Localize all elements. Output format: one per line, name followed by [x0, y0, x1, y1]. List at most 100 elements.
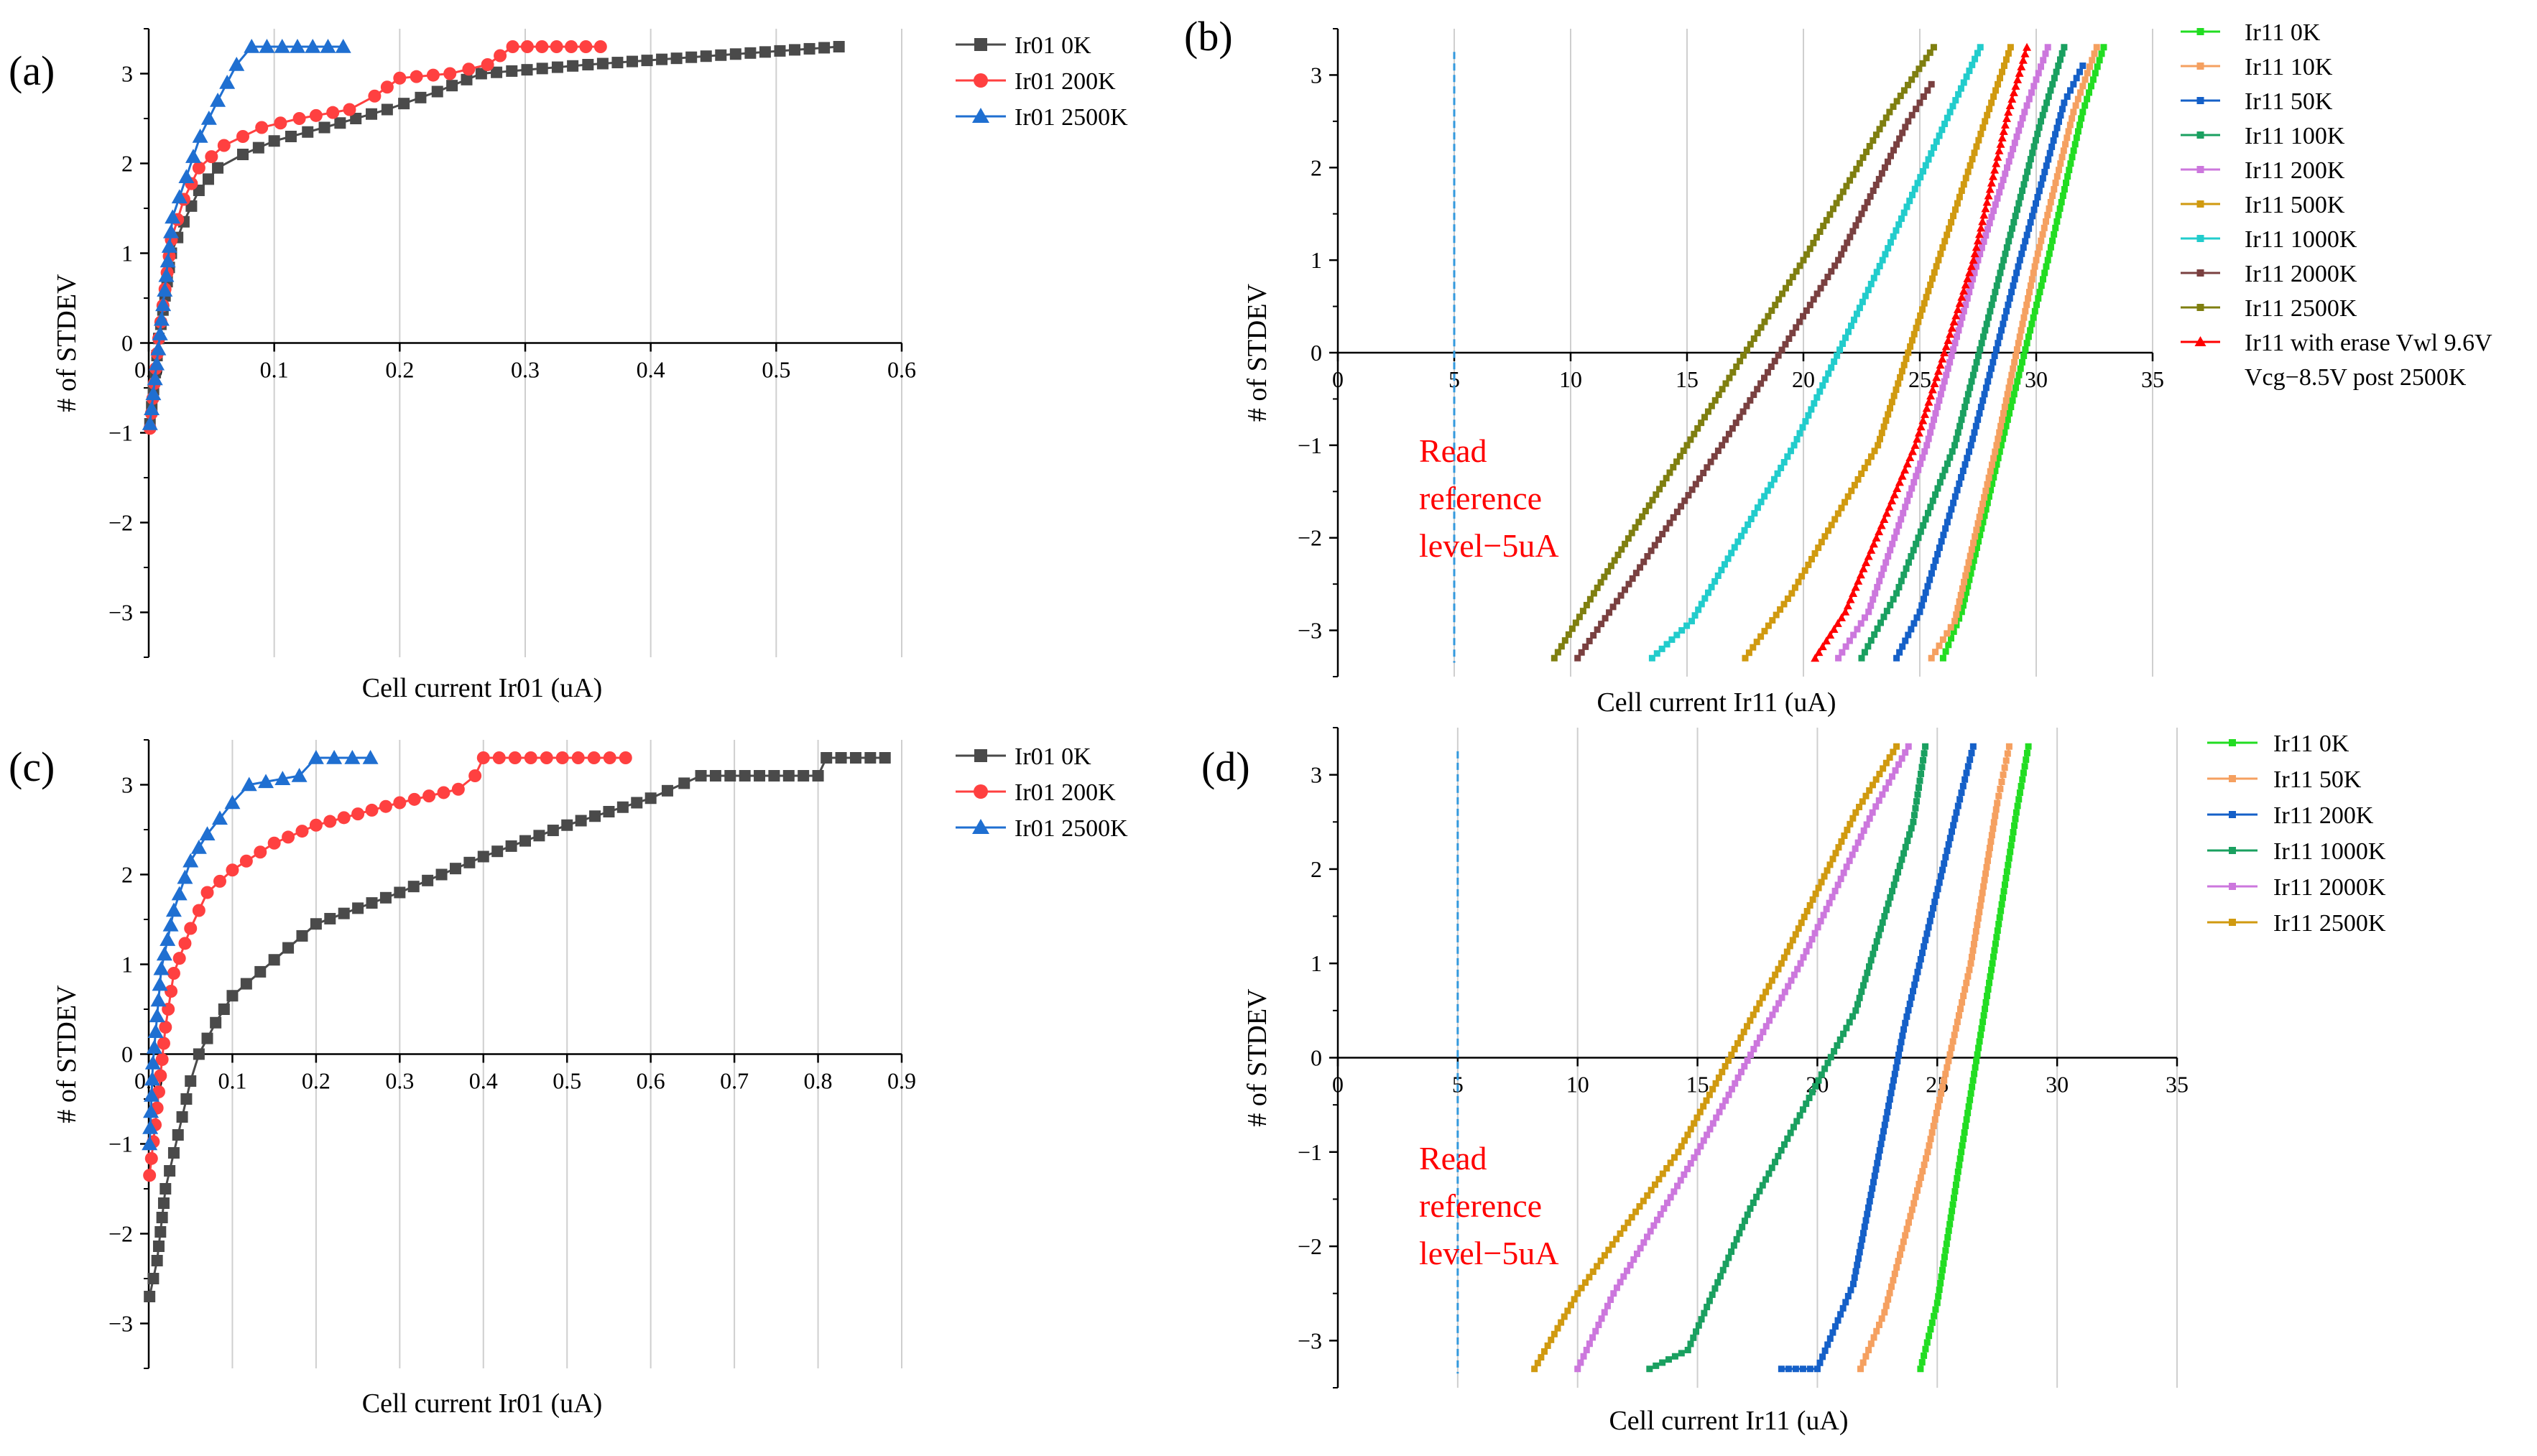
data-point: [1716, 1273, 1724, 1280]
data-point: [1578, 649, 1585, 656]
data-point: [157, 282, 173, 297]
reference-level-annotation: Read: [1419, 432, 1487, 469]
data-point: [1949, 1038, 1956, 1045]
data-point: [1813, 290, 1821, 297]
data-point: [1835, 654, 1842, 662]
data-point: [178, 937, 192, 950]
data-point: [2030, 269, 2037, 277]
data-point: [1978, 340, 1985, 347]
data-point: [160, 932, 176, 946]
data-point: [1926, 1142, 1933, 1149]
y-tick-label: 2: [121, 151, 133, 177]
data-point: [2010, 218, 2018, 226]
data-point: [1790, 442, 1798, 449]
data-point: [1956, 1155, 1964, 1162]
data-point: [1849, 589, 1858, 598]
data-point: [2043, 99, 2051, 106]
data-point: [1879, 1134, 1886, 1141]
data-point: [2025, 162, 2033, 169]
legend-marker: [972, 108, 989, 123]
data-point: [1872, 131, 1880, 139]
legend-label: Ir11 2500K: [2273, 910, 2386, 937]
data-point: [1870, 187, 1877, 194]
data-point: [1802, 418, 1809, 425]
data-point: [1916, 608, 1923, 616]
data-point: [1944, 1234, 1951, 1241]
data-point: [1768, 1164, 1775, 1172]
data-point: [1789, 330, 1796, 337]
data-point: [1944, 519, 1951, 526]
data-point: [1594, 1263, 1601, 1270]
data-point: [1985, 493, 1992, 500]
data-point: [1538, 1354, 1545, 1361]
data-point: [2005, 301, 2012, 308]
data-point: [268, 135, 280, 147]
data-point: [326, 750, 343, 764]
data-point: [1964, 565, 1971, 572]
data-point: [1842, 643, 1849, 650]
data-point: [1988, 461, 1995, 468]
x-tick-label: 10: [1566, 1072, 1589, 1098]
data-point: [1754, 504, 1761, 511]
data-point: [1859, 298, 1866, 305]
panel-b: −3−2−1012305101520253035Cell current Ir1…: [1184, 13, 2492, 718]
data-point: [1859, 154, 1867, 161]
data-point: [1993, 282, 2000, 289]
data-point: [475, 68, 487, 80]
data-point: [1973, 358, 1980, 366]
data-point: [1979, 397, 1987, 404]
data-point: [1913, 798, 1920, 805]
data-point: [1808, 1088, 1816, 1095]
data-point: [1908, 825, 1915, 832]
data-point: [1673, 458, 1681, 465]
data-point: [1959, 1142, 1966, 1149]
data-point: [1994, 799, 2001, 807]
data-point: [1903, 356, 1910, 363]
y-tick-label: 0: [121, 1042, 133, 1067]
data-point: [1986, 979, 1993, 986]
data-point: [1977, 223, 1986, 232]
data-point: [1725, 1091, 1732, 1098]
y-tick-label: −1: [108, 1131, 133, 1157]
data-point: [1945, 841, 1952, 848]
data-point: [593, 40, 607, 53]
data-point: [1962, 301, 1969, 308]
data-point: [2000, 256, 2007, 264]
data-point: [1620, 1273, 1627, 1280]
data-point: [2049, 193, 2056, 200]
data-point: [2025, 333, 2032, 340]
data-point: [1916, 777, 1923, 784]
data-point: [1922, 516, 1929, 523]
data-point: [1875, 1153, 1882, 1160]
data-point: [2010, 146, 2017, 153]
data-point: [143, 1169, 157, 1182]
data-point: [244, 39, 260, 53]
data-point: [1902, 1019, 1909, 1026]
data-point: [1805, 561, 1812, 568]
data-point: [1815, 1077, 1822, 1084]
data-point: [1769, 1011, 1776, 1019]
data-point: [1942, 648, 1949, 655]
data-point: [641, 55, 653, 67]
data-point: [1788, 590, 1796, 597]
data-point: [506, 40, 519, 53]
data-point: [1844, 1292, 1852, 1299]
legend-marker: [974, 73, 988, 88]
data-point: [1622, 540, 1629, 547]
legend-marker: [2196, 28, 2204, 35]
data-point: [1872, 181, 1880, 188]
data-point: [626, 55, 638, 68]
data-point: [1693, 1114, 1701, 1121]
data-point: [1653, 491, 1660, 499]
data-point: [1927, 1326, 1934, 1333]
data-point: [1969, 156, 1976, 163]
data-point: [1843, 1024, 1850, 1031]
data-point: [1775, 352, 1782, 359]
data-point: [1992, 448, 1999, 455]
data-point: [1937, 1279, 1944, 1286]
data-point: [1739, 1223, 1746, 1230]
data-point: [1958, 789, 1965, 797]
data-point: [1725, 1254, 1732, 1261]
